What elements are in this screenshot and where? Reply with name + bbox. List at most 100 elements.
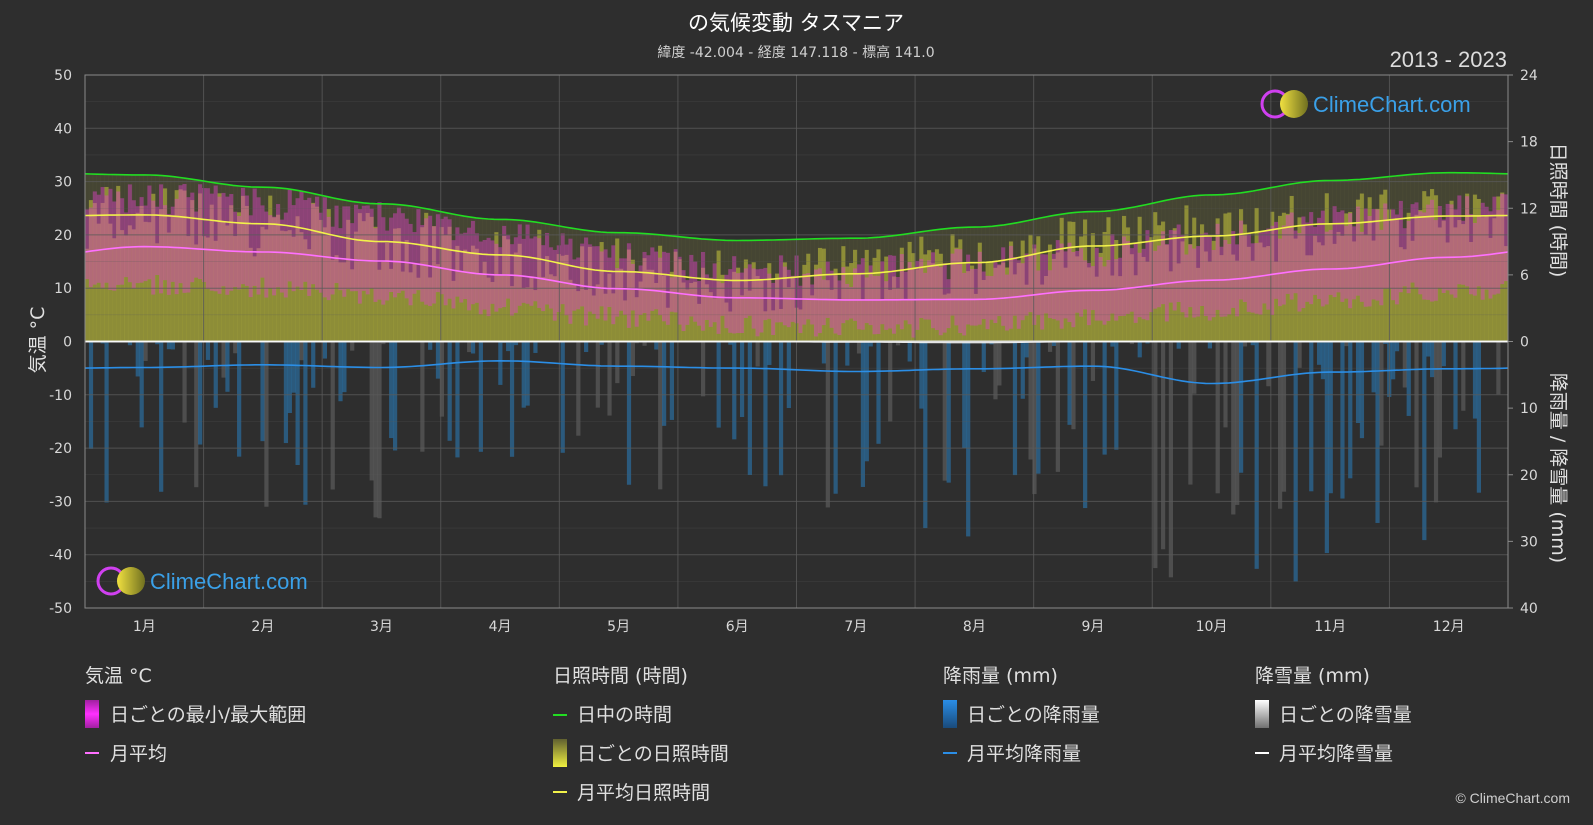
temp-range-day-bar (821, 279, 827, 326)
temp-range-day-bar (1067, 242, 1072, 323)
temp-range-day-bar (151, 200, 156, 295)
sunshine-day-bar (790, 277, 795, 342)
sunshine-day-bar (1129, 254, 1135, 342)
temp-range-day-bar (903, 271, 908, 321)
sunshine-day-bar (736, 267, 741, 342)
rain-day-bar (1383, 341, 1388, 345)
temp-range-day-bar (1262, 231, 1267, 304)
rain-day-bar (467, 341, 472, 353)
temp-range-day-bar (1161, 231, 1166, 305)
temp-range-day-bar (981, 271, 986, 319)
sunshine-day-bar (1114, 240, 1119, 342)
temp-range-day-bar (334, 205, 339, 284)
temp-range-day-bar (673, 249, 678, 313)
sunshine-day-bar (1254, 207, 1259, 342)
temp-range-day-bar (708, 277, 713, 327)
sunshine-day-bar (552, 276, 558, 342)
temp-range-day-bar (1016, 260, 1021, 329)
temp-range-day-bar (1480, 202, 1485, 300)
sunshine-day-bar (1277, 215, 1283, 342)
rain-day-bar (1422, 341, 1427, 541)
sunshine-day-bar (1203, 251, 1209, 342)
temp-range-day-bar (1281, 225, 1287, 305)
brand-logo-bottom: ClimeChart.com (96, 566, 308, 596)
temp-range-day-bar (1001, 247, 1006, 326)
temp-range-day-bar (946, 279, 951, 329)
sunshine-day-bar (478, 273, 483, 342)
temp-range-day-bar (502, 225, 507, 308)
sunshine-day-bar (673, 251, 678, 342)
sunshine-day-bar (1422, 191, 1427, 342)
y-right-top-axis-label: 日照時間 (時間) (1547, 143, 1569, 278)
sunshine-day-bar (299, 232, 304, 342)
temp-range-day-bar (1012, 257, 1018, 316)
rain-day-bar (1188, 341, 1193, 485)
rain-day-bar (260, 341, 265, 442)
sunshine-day-bar (1301, 225, 1306, 342)
sunshine-day-bar (100, 202, 105, 342)
sunshine-day-bar (642, 258, 647, 342)
temp-range-day-bar (139, 197, 144, 283)
sunshine-day-bar (1344, 213, 1349, 342)
temp-range-day-bar (490, 240, 495, 304)
temp-range-day-bar (174, 198, 179, 295)
rain-day-bar (1036, 341, 1041, 474)
temp-range-day-bar (541, 245, 546, 312)
sunshine-day-bar (498, 274, 503, 342)
sunshine-day-bar (876, 249, 881, 342)
sunshine-day-bar (1250, 260, 1255, 342)
temp-range-day-bar (1316, 217, 1322, 299)
sunshine-day-bar (1122, 215, 1127, 342)
temp-range-day-bar (354, 204, 359, 292)
sunshine-day-bar (958, 239, 963, 342)
rain-day-bar (139, 341, 144, 428)
temp-range-day-bar (428, 215, 433, 306)
rain-day-bar (615, 341, 620, 384)
sunshine-day-bar (977, 242, 982, 342)
temp-range-day-bar (927, 260, 932, 320)
sunshine-day-bar (576, 291, 581, 342)
rain-day-bar (330, 341, 335, 490)
sunshine-day-bar (537, 229, 542, 342)
temp-range-day-bar (548, 247, 554, 309)
sunshine-day-bar (1075, 256, 1080, 342)
temp-range-day-bar (350, 223, 355, 292)
rain-day-bar (919, 341, 924, 409)
sunshine-day-bar (1309, 255, 1314, 342)
sunshine-day-bar (1406, 212, 1411, 342)
sunshine-day-bar (677, 259, 682, 342)
temp-range-day-bar (1363, 208, 1368, 307)
temp-range-day-bar (923, 272, 928, 320)
sunshine-day-bar (829, 289, 834, 342)
rain-day-bar (1402, 341, 1407, 388)
legend-swatch-rain-daily (943, 700, 957, 728)
temp-range-day-bar (369, 208, 374, 289)
sunshine-day-bar (318, 219, 324, 342)
sunshine-day-bar (357, 213, 363, 342)
temp-range-day-bar (1394, 214, 1400, 305)
temp-range-day-bar (1461, 220, 1466, 285)
rain-day-bar (369, 341, 374, 481)
rain-day-bar (287, 341, 292, 414)
sunshine-day-bar (1472, 194, 1478, 342)
y-left-tick-label: 20 (54, 228, 72, 244)
sunshine-day-bar (786, 287, 791, 342)
rain-day-bar (1281, 341, 1287, 492)
temp-range-day-bar (463, 232, 468, 300)
rain-day-bar (283, 341, 289, 444)
temp-range-day-bar (1219, 246, 1224, 317)
rain-day-bar (1379, 341, 1384, 446)
daylight-day-bar (416, 207, 421, 342)
sunshine-day-bar (712, 298, 717, 342)
sunshine-day-bar (1036, 236, 1041, 342)
temp-range-day-bar (1352, 226, 1357, 300)
temp-range-day-bar (1492, 196, 1497, 295)
temp-range-day-bar (634, 271, 639, 327)
sunshine-day-bar (782, 262, 788, 342)
temp-range-day-bar (159, 184, 164, 294)
rain-day-bar (1426, 341, 1431, 357)
temp-range-day-bar (365, 205, 370, 295)
sunshine-day-bar (350, 269, 355, 342)
sunshine-day-bar (213, 240, 218, 342)
y-right-top-tick-label: 18 (1520, 135, 1538, 151)
